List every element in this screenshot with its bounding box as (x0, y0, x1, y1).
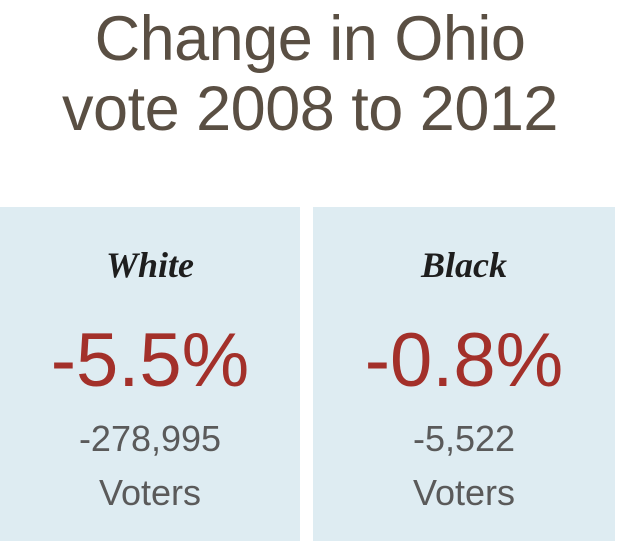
unit-label: Voters (98, 472, 202, 513)
voter-change: -5,522 (412, 418, 516, 459)
page-title: Change in Ohio vote 2008 to 2012 (0, 4, 620, 144)
unit-label: Voters (412, 472, 516, 513)
voter-change: -278,995 (78, 418, 222, 459)
stat-panel-black: Black -0.8% -5,522 Voters (313, 207, 615, 541)
title-line-1: Change in Ohio (94, 4, 526, 74)
stat-panel-white: White -5.5% -278,995 Voters (0, 207, 300, 541)
percent-change: -5.5% (50, 318, 250, 403)
group-label: White (105, 245, 194, 285)
title-line-2: vote 2008 to 2012 (62, 74, 558, 144)
percent-change: -0.8% (364, 318, 564, 403)
group-label: Black (421, 245, 507, 285)
